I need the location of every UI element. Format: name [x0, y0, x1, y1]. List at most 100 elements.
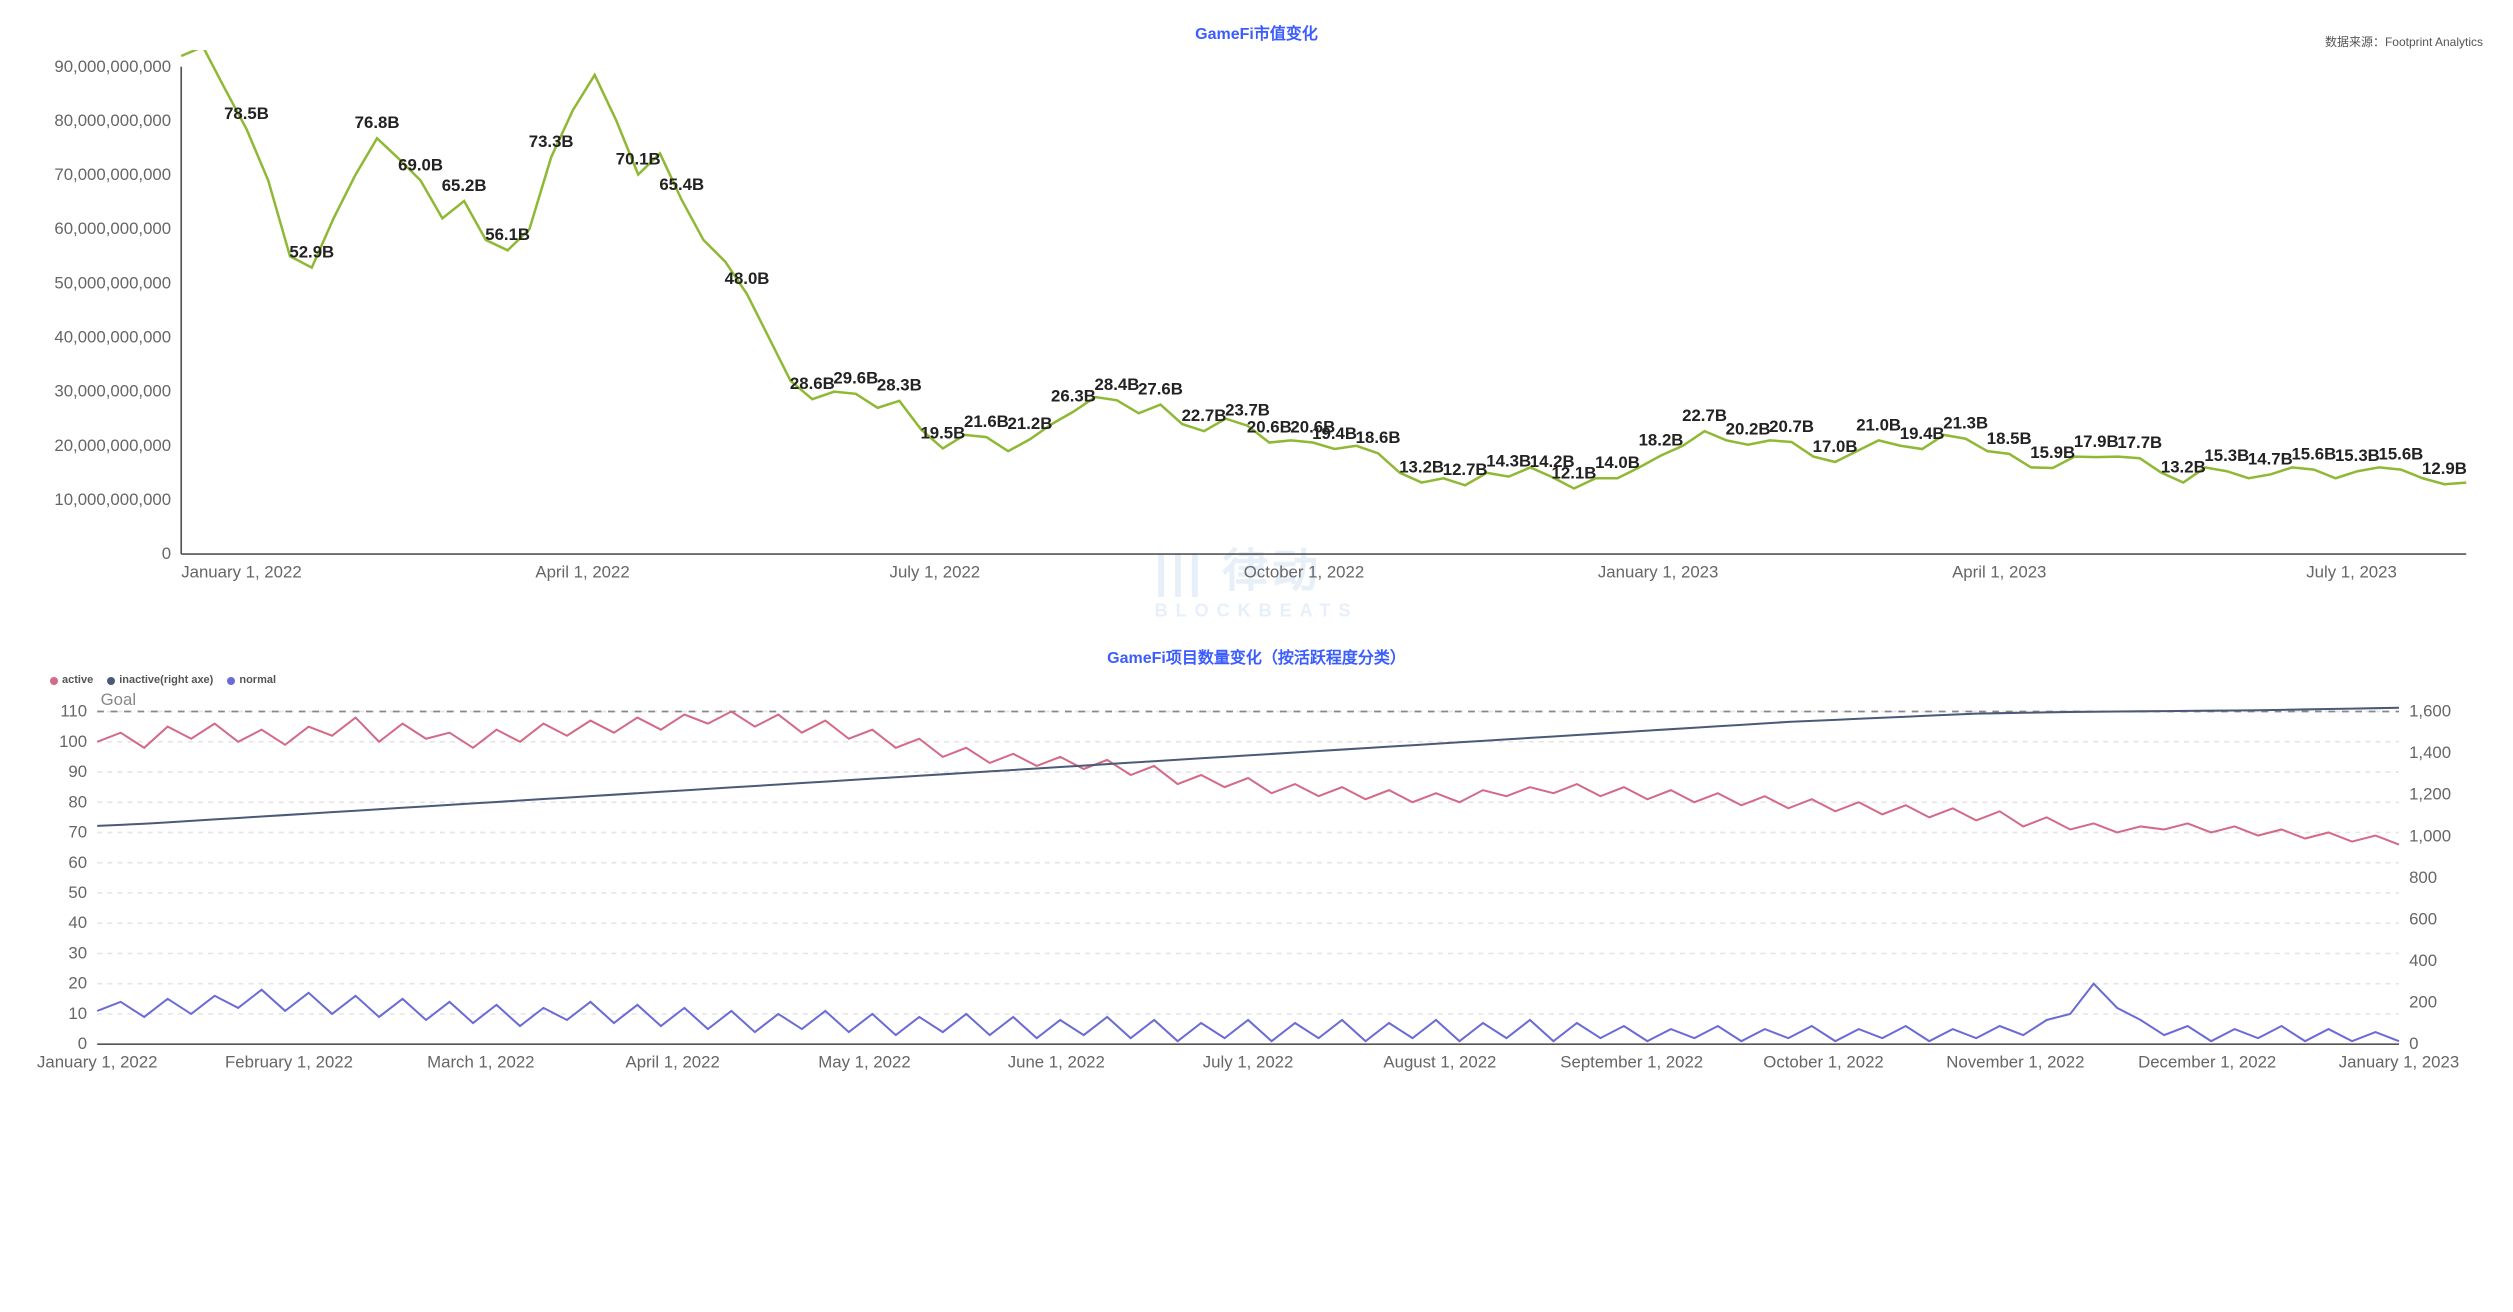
svg-text:69.0B: 69.0B	[398, 155, 443, 174]
svg-text:10,000,000,000: 10,000,000,000	[54, 490, 171, 509]
svg-text:1,200: 1,200	[2409, 785, 2451, 804]
svg-text:65.2B: 65.2B	[442, 176, 487, 195]
svg-text:29.6B: 29.6B	[833, 369, 878, 388]
svg-text:60,000,000,000: 60,000,000,000	[54, 219, 171, 238]
svg-text:April 1, 2022: April 1, 2022	[535, 563, 629, 582]
svg-text:19.4B: 19.4B	[1900, 424, 1945, 443]
svg-text:40: 40	[68, 914, 87, 933]
chart-2-title: GameFi项目数量变化（按活跃程度分类）	[30, 644, 2483, 668]
svg-text:200: 200	[2409, 993, 2437, 1012]
svg-text:July 1, 2022: July 1, 2022	[890, 563, 981, 582]
svg-text:28.6B: 28.6B	[790, 374, 835, 393]
svg-text:100: 100	[59, 732, 87, 751]
legend-item-active: active	[50, 674, 93, 686]
svg-text:80,000,000,000: 80,000,000,000	[54, 111, 171, 130]
svg-text:10: 10	[68, 1004, 87, 1023]
svg-text:17.7B: 17.7B	[2117, 433, 2162, 452]
svg-text:15.6B: 15.6B	[2378, 444, 2423, 463]
svg-text:1,400: 1,400	[2409, 744, 2451, 763]
svg-text:70.1B: 70.1B	[616, 149, 661, 168]
svg-text:21.6B: 21.6B	[964, 412, 1009, 431]
svg-text:28.3B: 28.3B	[877, 376, 922, 395]
svg-text:March 1, 2022: March 1, 2022	[427, 1053, 534, 1072]
svg-text:40,000,000,000: 40,000,000,000	[54, 328, 171, 347]
svg-text:June 1, 2022: June 1, 2022	[1008, 1053, 1105, 1072]
svg-text:20: 20	[68, 974, 87, 993]
svg-text:February 1, 2022: February 1, 2022	[225, 1053, 353, 1072]
svg-text:July 1, 2023: July 1, 2023	[2306, 563, 2397, 582]
svg-text:August 1, 2022: August 1, 2022	[1383, 1053, 1496, 1072]
svg-text:13.2B: 13.2B	[2161, 457, 2206, 476]
svg-text:January 1, 2022: January 1, 2022	[181, 563, 301, 582]
chart-1-svg: 0 10,000,000,000 20,000,000,000 30,000,000,…	[30, 50, 2483, 604]
svg-text:65.4B: 65.4B	[659, 175, 704, 194]
svg-text:600: 600	[2409, 910, 2437, 929]
svg-text:October 1, 2022: October 1, 2022	[1244, 563, 1364, 582]
chart-1-title: GameFi市值变化	[1195, 20, 1318, 44]
svg-text:12.1B: 12.1B	[1552, 463, 1597, 482]
svg-text:January 1, 2022: January 1, 2022	[37, 1053, 157, 1072]
svg-text:80: 80	[68, 793, 87, 812]
svg-text:Goal: Goal	[101, 690, 136, 709]
svg-text:27.6B: 27.6B	[1138, 380, 1183, 399]
svg-text:48.0B: 48.0B	[725, 269, 770, 288]
svg-text:14.7B: 14.7B	[2248, 449, 2293, 468]
svg-text:15.9B: 15.9B	[2030, 443, 2075, 462]
svg-text:60: 60	[68, 853, 87, 872]
svg-text:110: 110	[60, 702, 87, 721]
svg-text:56.1B: 56.1B	[485, 225, 530, 244]
svg-text:19.5B: 19.5B	[920, 423, 965, 442]
svg-text:17.9B: 17.9B	[2074, 432, 2119, 451]
svg-text:73.3B: 73.3B	[529, 132, 574, 151]
svg-text:20.7B: 20.7B	[1769, 417, 1814, 436]
svg-text:17.0B: 17.0B	[1813, 437, 1858, 456]
svg-text:70: 70	[68, 823, 87, 842]
svg-text:21.2B: 21.2B	[1008, 414, 1053, 433]
legend-item-inactive: inactive(right axe)	[107, 674, 213, 686]
svg-text:December 1, 2022: December 1, 2022	[2138, 1053, 2276, 1072]
svg-text:January 1, 2023: January 1, 2023	[2339, 1053, 2459, 1072]
svg-text:70,000,000,000: 70,000,000,000	[54, 165, 171, 184]
svg-text:50,000,000,000: 50,000,000,000	[54, 273, 171, 292]
svg-text:13.2B: 13.2B	[1399, 457, 1444, 476]
svg-text:12.9B: 12.9B	[2422, 459, 2467, 478]
svg-text:78.5B: 78.5B	[224, 104, 269, 123]
svg-text:30: 30	[68, 944, 87, 963]
svg-text:28.4B: 28.4B	[1095, 375, 1140, 394]
svg-text:0: 0	[2409, 1035, 2418, 1054]
svg-text:20.6B: 20.6B	[1247, 417, 1292, 436]
svg-text:22.7B: 22.7B	[1182, 406, 1227, 425]
svg-text:15.3B: 15.3B	[2335, 446, 2380, 465]
svg-text:April 1, 2022: April 1, 2022	[625, 1053, 719, 1072]
svg-text:19.4B: 19.4B	[1312, 424, 1357, 443]
svg-text:20.2B: 20.2B	[1726, 420, 1771, 439]
svg-text:January 1, 2023: January 1, 2023	[1598, 563, 1718, 582]
svg-text:30,000,000,000: 30,000,000,000	[54, 382, 171, 401]
svg-text:90: 90	[68, 762, 87, 781]
svg-text:0: 0	[162, 544, 171, 563]
svg-text:September 1, 2022: September 1, 2022	[1560, 1053, 1703, 1072]
svg-text:15.6B: 15.6B	[2291, 444, 2336, 463]
svg-text:July 1, 2022: July 1, 2022	[1203, 1053, 1294, 1072]
svg-text:76.8B: 76.8B	[355, 113, 400, 132]
chart-2-svg: 010203040506070809010011002004006008001,…	[30, 688, 2483, 1091]
svg-text:12.7B: 12.7B	[1443, 460, 1488, 479]
svg-text:May 1, 2022: May 1, 2022	[818, 1053, 910, 1072]
svg-text:18.2B: 18.2B	[1639, 430, 1684, 449]
svg-text:22.7B: 22.7B	[1682, 406, 1727, 425]
svg-text:18.6B: 18.6B	[1356, 428, 1401, 447]
svg-text:1,000: 1,000	[2409, 827, 2451, 846]
svg-text:21.0B: 21.0B	[1856, 415, 1901, 434]
svg-text:1,600: 1,600	[2409, 702, 2451, 721]
chart-1-container: GameFi市值变化 数据来源：Footprint Analytics 010,…	[30, 20, 2483, 604]
svg-text:800: 800	[2409, 868, 2437, 887]
chart-2-legend: activeinactive(right axe)normal	[50, 674, 2483, 686]
chart-2-container: GameFi项目数量变化（按活跃程度分类） active inactive(rig…	[30, 644, 2483, 1091]
svg-text:November 1, 2022: November 1, 2022	[1946, 1053, 2084, 1072]
svg-text:26.3B: 26.3B	[1051, 387, 1096, 406]
svg-text:400: 400	[2409, 951, 2437, 970]
svg-text:20,000,000,000: 20,000,000,000	[54, 436, 171, 455]
svg-text:October 1, 2022: October 1, 2022	[1763, 1053, 1883, 1072]
svg-text:14.3B: 14.3B	[1486, 452, 1531, 471]
svg-text:0: 0	[78, 1035, 87, 1054]
